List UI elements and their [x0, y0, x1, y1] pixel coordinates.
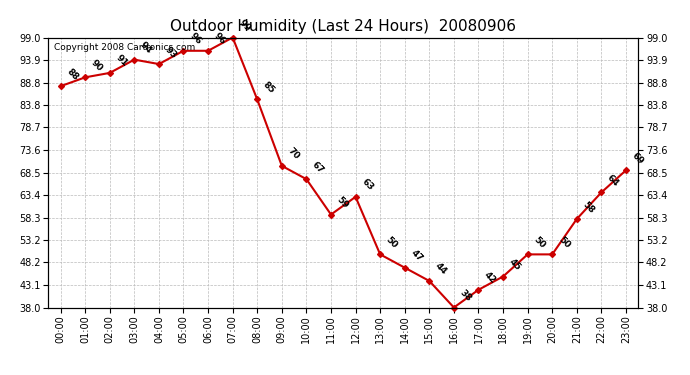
Text: Copyright 2008 Cartronics.com: Copyright 2008 Cartronics.com [55, 43, 195, 52]
Text: 70: 70 [286, 147, 302, 162]
Text: 91: 91 [114, 54, 129, 69]
Text: 88: 88 [65, 67, 80, 82]
Text: 96: 96 [188, 32, 203, 46]
Text: 50: 50 [532, 235, 547, 250]
Text: 47: 47 [409, 248, 424, 264]
Text: 96: 96 [213, 32, 228, 46]
Text: 69: 69 [630, 151, 645, 166]
Text: 58: 58 [581, 200, 596, 215]
Text: 94: 94 [139, 40, 154, 56]
Text: 64: 64 [606, 173, 621, 188]
Text: 50: 50 [556, 235, 571, 250]
Text: 42: 42 [482, 270, 498, 286]
Text: 85: 85 [262, 80, 277, 95]
Text: 38: 38 [458, 288, 473, 303]
Text: 45: 45 [507, 257, 522, 272]
Text: 90: 90 [89, 58, 105, 73]
Text: 59: 59 [335, 195, 351, 210]
Text: 50: 50 [384, 235, 400, 250]
Title: Outdoor Humidity (Last 24 Hours)  20080906: Outdoor Humidity (Last 24 Hours) 2008090… [170, 18, 516, 33]
Text: 44: 44 [433, 261, 449, 277]
Text: 67: 67 [310, 160, 326, 175]
Text: 63: 63 [359, 177, 375, 193]
Text: 93: 93 [163, 45, 179, 60]
Text: 99: 99 [237, 18, 253, 33]
